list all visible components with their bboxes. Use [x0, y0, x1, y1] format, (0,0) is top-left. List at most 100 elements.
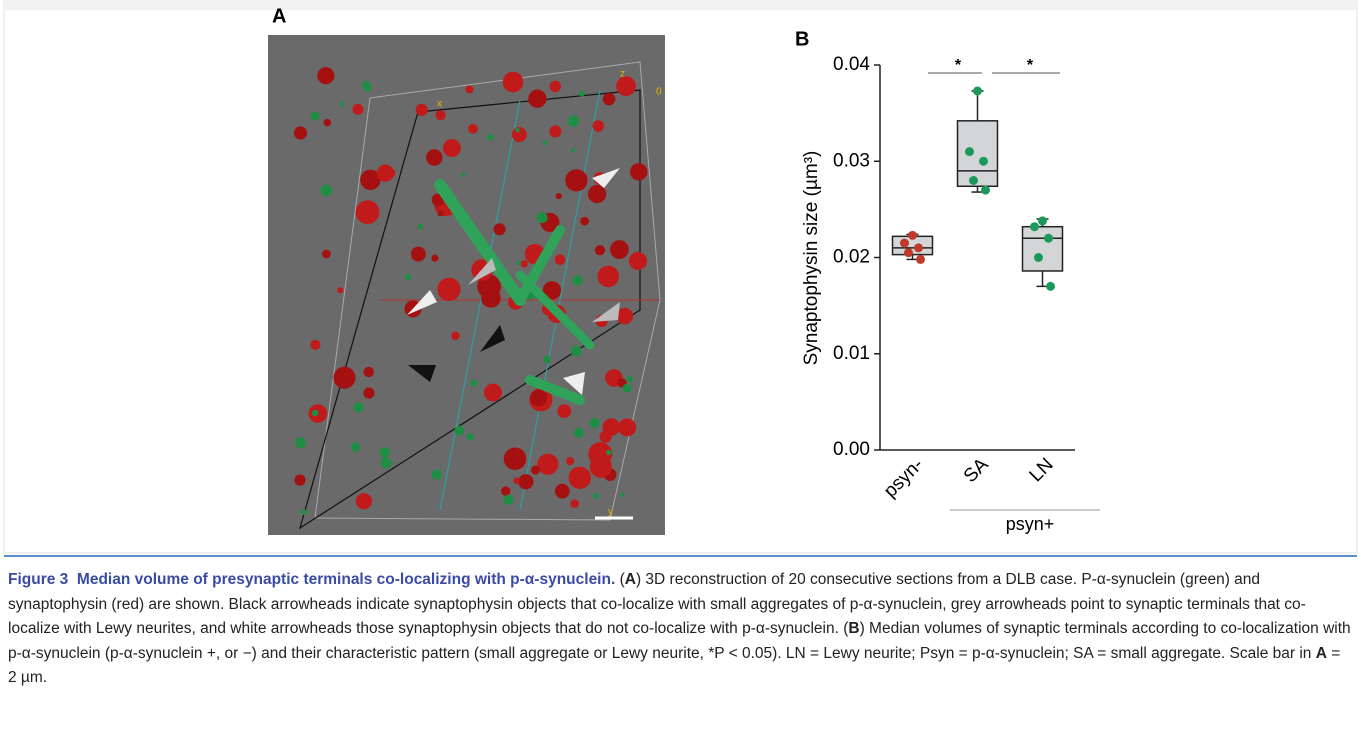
red-object [411, 247, 426, 262]
green-object [362, 81, 371, 90]
green-object [405, 274, 411, 280]
y-tick-label: 0.02 [833, 247, 870, 268]
green-object [418, 224, 424, 230]
caption-ref: B [848, 620, 859, 637]
green-object [503, 495, 513, 505]
panel-label: B [795, 28, 809, 50]
data-point [969, 176, 978, 185]
green-object [568, 115, 579, 126]
red-object [317, 67, 334, 84]
data-point [900, 239, 909, 248]
red-object [616, 76, 636, 96]
red-object [363, 387, 374, 398]
y-tick-label: 0.00 [833, 439, 870, 460]
green-object [351, 442, 360, 451]
green-object [339, 102, 344, 107]
red-object [465, 85, 473, 93]
axis-label: 0 [656, 87, 662, 98]
red-object [618, 418, 636, 436]
red-object [530, 389, 547, 406]
red-object [356, 493, 372, 509]
red-object [377, 165, 394, 182]
significance: * [955, 57, 962, 74]
green-object [354, 402, 364, 412]
red-object [353, 104, 364, 115]
data-point [916, 255, 925, 264]
data-point [914, 243, 923, 252]
page: A x z 0 y B Synaptophysin size (µm³) * *… [0, 0, 1361, 731]
green-object [515, 128, 519, 132]
green-object [295, 437, 306, 448]
red-object [426, 149, 443, 166]
green-object [301, 509, 307, 515]
red-object [503, 72, 524, 93]
red-object [565, 169, 587, 191]
caption: Figure 3 Median volume of presynaptic te… [8, 568, 1353, 691]
red-object [437, 278, 460, 301]
data-point [965, 147, 974, 156]
red-object [294, 126, 307, 139]
red-object [337, 287, 343, 293]
red-object [555, 254, 565, 264]
green-object [542, 141, 547, 146]
red-object [322, 250, 331, 259]
caption-ref: A [1316, 645, 1327, 662]
red-object [484, 384, 502, 402]
data-point [1034, 253, 1043, 262]
green-object [543, 356, 550, 363]
data-point [1046, 282, 1055, 291]
red-object [435, 110, 445, 120]
red-object [556, 193, 562, 199]
data-point [908, 231, 917, 240]
green-object [470, 380, 477, 387]
green-object [593, 493, 599, 499]
green-object [516, 261, 520, 265]
figure-frame [4, 0, 1357, 553]
data-point [979, 157, 988, 166]
y-tick-label: 0.03 [833, 150, 870, 171]
red-object [310, 340, 320, 350]
y-tick-label: 0.04 [833, 54, 870, 75]
red-object [588, 185, 606, 203]
green-object [574, 428, 584, 438]
red-object [356, 200, 380, 224]
panel-label: A [272, 5, 286, 27]
green-object [487, 134, 494, 141]
axis-label: y [608, 507, 613, 518]
box [958, 121, 998, 186]
red-object [600, 431, 612, 443]
red-object [324, 119, 332, 127]
green-object [572, 275, 582, 285]
red-object [528, 90, 546, 108]
red-object [294, 475, 305, 486]
red-object [501, 486, 510, 495]
green-object [454, 426, 464, 436]
axis-label: x [437, 99, 442, 110]
group-label: psyn+ [1006, 514, 1055, 534]
red-object [451, 332, 459, 340]
green-object [537, 212, 548, 223]
red-object [468, 124, 478, 134]
red-object [518, 474, 533, 489]
box [1023, 227, 1063, 271]
figure-band [4, 0, 1357, 10]
caption-ref: A [625, 571, 636, 588]
red-object [364, 367, 374, 377]
data-point [1038, 216, 1047, 225]
green-object [311, 112, 320, 121]
red-object [531, 465, 540, 474]
green-object [467, 433, 474, 440]
data-point [973, 86, 982, 95]
green-object [606, 450, 612, 456]
red-object [513, 478, 519, 484]
green-object [432, 469, 442, 479]
data-point [1030, 222, 1039, 231]
figure: A x z 0 y B Synaptophysin size (µm³) * *… [0, 0, 1361, 560]
green-object [590, 418, 600, 428]
red-object [629, 252, 647, 270]
red-object [557, 404, 571, 418]
red-object [603, 93, 616, 106]
green-object [623, 384, 632, 393]
y-axis-label: Synaptophysin size (µm³) [801, 151, 822, 366]
red-object [494, 223, 506, 235]
